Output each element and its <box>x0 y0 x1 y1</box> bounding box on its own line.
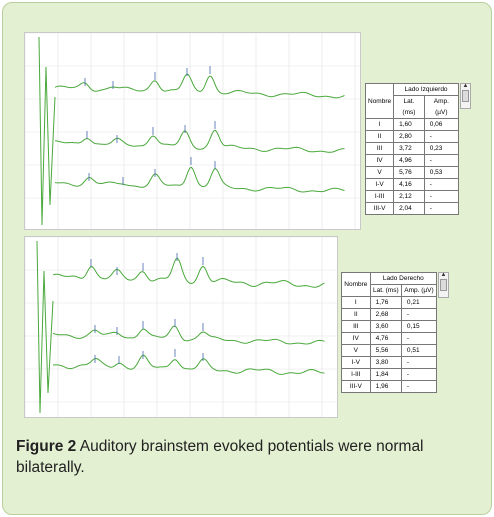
wave-name-cell: I-V <box>341 356 371 369</box>
table-row: I-V 3,80- <box>341 356 438 369</box>
wave-name-cell: I <box>364 118 395 131</box>
latency-cell: 1,84 <box>369 368 402 381</box>
right-table-scrollbar[interactable]: ▲ <box>438 272 449 298</box>
amplitude-cell: - <box>400 356 438 369</box>
left-results-table: Nombre Lado Izquierdo Lat. (ms) Amp. (µV… <box>364 83 460 215</box>
amplitude-cell: - <box>423 178 460 191</box>
amplitude-cell: - <box>400 380 438 393</box>
table-row: I-III 1,84- <box>341 368 438 381</box>
waveform-trace <box>52 325 325 345</box>
amplitude-cell: - <box>423 190 460 203</box>
left-waveform-panel <box>24 32 361 230</box>
name-header: Nombre <box>341 272 371 297</box>
wave-name-cell: III <box>341 320 371 333</box>
wave-name-cell: IV <box>364 154 395 167</box>
amplitude-cell: 0,23 <box>423 142 460 155</box>
left-waveform-plot <box>25 33 360 229</box>
amplitude-cell: 0,51 <box>400 344 438 357</box>
lat-header: Lat. (ms) <box>369 284 402 297</box>
wave-name-cell: I <box>341 296 371 309</box>
amplitude-cell: 0,21 <box>400 296 438 309</box>
table-row: III-V 1,96- <box>341 380 438 393</box>
latency-cell: 1,76 <box>369 296 402 309</box>
latency-cell: 1,96 <box>369 380 402 393</box>
latency-cell: 2,04 <box>393 202 425 215</box>
right-results-table: Nombre Lado Derecho Lat. (ms) Amp. (µV) … <box>341 272 438 393</box>
table-row: II 2,68- <box>341 308 438 321</box>
latency-cell: 4,96 <box>393 154 425 167</box>
latency-cell: 5,56 <box>369 344 402 357</box>
amp-header: Amp. (µV) <box>423 95 460 119</box>
scroll-up-icon[interactable]: ▲ <box>462 83 469 89</box>
latency-cell: 2,12 <box>393 190 425 203</box>
waveform-trace <box>52 257 325 288</box>
table-row: III 3,72 0,23 <box>364 142 460 155</box>
amplitude-cell: - <box>423 202 460 215</box>
side-title: Lado Derecho <box>369 272 438 285</box>
wave-name-cell: I-V <box>364 178 395 191</box>
table-row: III-V 2,04- <box>364 202 460 215</box>
wave-name-cell: III-V <box>341 380 371 393</box>
wave-name-cell: V <box>364 166 395 179</box>
figure-label: Figure 2 <box>16 438 77 455</box>
waveform-trace <box>54 73 345 99</box>
wave-name-cell: IV <box>341 332 371 345</box>
wave-name-cell: I-III <box>364 190 395 203</box>
latency-cell: 1,60 <box>393 118 425 131</box>
amplitude-cell: - <box>400 332 438 345</box>
scroll-thumb[interactable] <box>462 90 469 102</box>
amplitude-cell: - <box>423 130 460 143</box>
side-title: Lado Izquierdo <box>393 83 459 96</box>
table-row: IV 4,76- <box>341 332 438 345</box>
table-row: IV 4,96- <box>364 154 460 167</box>
wave-name-cell: II <box>364 130 395 143</box>
amplitude-cell: - <box>400 308 438 321</box>
wave-name-cell: V <box>341 344 371 357</box>
lat-header: Lat. (ms) <box>393 95 425 119</box>
table-row: III 3,60 0,15 <box>341 320 438 333</box>
wave-name-cell: III-V <box>364 202 395 215</box>
latency-cell: 2,80 <box>393 130 425 143</box>
latency-cell: 4,16 <box>393 178 425 191</box>
latency-cell: 5,76 <box>393 166 425 179</box>
wave-name-cell: I-III <box>341 368 371 381</box>
stimulus-artifact <box>38 36 56 226</box>
waveform-trace <box>52 354 325 375</box>
amplitude-cell: 0,15 <box>400 320 438 333</box>
scroll-thumb[interactable] <box>440 279 447 291</box>
right-waveform-plot <box>25 237 337 417</box>
table-row: I 1,76 0,21 <box>341 296 438 309</box>
waveform-trace <box>54 166 345 193</box>
table-row: I-V 4,16- <box>364 178 460 191</box>
wave-name-cell: II <box>341 308 371 321</box>
name-header: Nombre <box>364 83 395 119</box>
latency-cell: 3,72 <box>393 142 425 155</box>
stimulus-artifact <box>36 240 54 414</box>
right-waveform-panel <box>24 236 338 418</box>
wave-name-cell: III <box>364 142 395 155</box>
amp-header: Amp. (µV) <box>400 284 438 297</box>
left-table-scrollbar[interactable]: ▲ <box>460 83 471 109</box>
amplitude-cell: 0,06 <box>423 118 460 131</box>
waveform-trace <box>54 129 345 153</box>
figure-caption: Figure 2 Auditory brainstem evoked poten… <box>16 436 484 478</box>
latency-cell: 3,60 <box>369 320 402 333</box>
latency-cell: 4,76 <box>369 332 402 345</box>
table-row: II 2,80- <box>364 130 460 143</box>
table-row: I 1,60 0,06 <box>364 118 460 131</box>
scroll-up-icon[interactable]: ▲ <box>440 272 447 278</box>
latency-cell: 2,68 <box>369 308 402 321</box>
amplitude-cell: - <box>400 368 438 381</box>
amplitude-cell: 0,53 <box>423 166 460 179</box>
table-row: I-III 2,12- <box>364 190 460 203</box>
latency-cell: 3,80 <box>369 356 402 369</box>
amplitude-cell: - <box>423 154 460 167</box>
table-row: V 5,56 0,51 <box>341 344 438 357</box>
table-row: V 5,76 0,53 <box>364 166 460 179</box>
caption-text: Auditory brainstem evoked potentials wer… <box>16 438 424 476</box>
